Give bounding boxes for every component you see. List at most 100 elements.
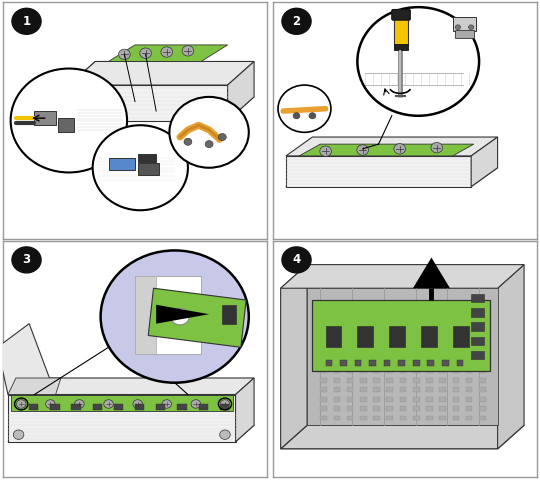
- Circle shape: [184, 138, 192, 145]
- Circle shape: [77, 109, 87, 118]
- FancyBboxPatch shape: [426, 416, 433, 420]
- Text: 4: 4: [292, 254, 301, 267]
- Polygon shape: [228, 62, 254, 120]
- Polygon shape: [471, 137, 498, 187]
- FancyBboxPatch shape: [453, 388, 459, 392]
- Circle shape: [100, 251, 249, 383]
- Circle shape: [140, 48, 151, 58]
- FancyBboxPatch shape: [413, 388, 420, 392]
- FancyBboxPatch shape: [466, 378, 472, 383]
- FancyBboxPatch shape: [334, 397, 340, 402]
- FancyBboxPatch shape: [453, 397, 459, 402]
- FancyBboxPatch shape: [347, 378, 353, 383]
- Circle shape: [455, 25, 461, 29]
- FancyBboxPatch shape: [471, 308, 484, 317]
- Polygon shape: [8, 378, 61, 394]
- Circle shape: [14, 430, 24, 440]
- FancyBboxPatch shape: [453, 378, 459, 383]
- Polygon shape: [109, 45, 228, 62]
- FancyBboxPatch shape: [413, 360, 420, 366]
- FancyBboxPatch shape: [114, 404, 123, 410]
- FancyBboxPatch shape: [466, 388, 472, 392]
- Circle shape: [11, 68, 127, 173]
- Circle shape: [220, 400, 230, 408]
- FancyBboxPatch shape: [440, 369, 446, 373]
- Circle shape: [161, 47, 173, 57]
- FancyBboxPatch shape: [400, 378, 406, 383]
- FancyBboxPatch shape: [334, 406, 340, 411]
- FancyBboxPatch shape: [471, 351, 484, 359]
- Circle shape: [309, 113, 316, 119]
- FancyBboxPatch shape: [413, 406, 420, 411]
- FancyBboxPatch shape: [334, 388, 340, 392]
- Circle shape: [394, 144, 406, 154]
- Polygon shape: [109, 158, 135, 170]
- FancyBboxPatch shape: [479, 406, 485, 411]
- FancyBboxPatch shape: [479, 416, 485, 420]
- FancyBboxPatch shape: [360, 369, 367, 373]
- Polygon shape: [8, 394, 235, 442]
- FancyBboxPatch shape: [220, 404, 229, 410]
- FancyBboxPatch shape: [355, 360, 361, 366]
- FancyBboxPatch shape: [399, 360, 405, 366]
- FancyBboxPatch shape: [466, 369, 472, 373]
- FancyBboxPatch shape: [455, 29, 474, 38]
- FancyBboxPatch shape: [426, 388, 433, 392]
- Polygon shape: [281, 265, 524, 288]
- Polygon shape: [286, 137, 498, 156]
- Polygon shape: [235, 378, 254, 442]
- Polygon shape: [69, 85, 228, 120]
- Circle shape: [182, 46, 194, 56]
- Circle shape: [218, 134, 226, 141]
- FancyBboxPatch shape: [347, 397, 353, 402]
- Polygon shape: [299, 144, 474, 156]
- FancyBboxPatch shape: [400, 388, 406, 392]
- Circle shape: [170, 97, 249, 168]
- FancyBboxPatch shape: [453, 406, 459, 411]
- Polygon shape: [135, 277, 156, 354]
- Polygon shape: [8, 425, 254, 442]
- Polygon shape: [138, 163, 159, 175]
- Polygon shape: [138, 154, 156, 162]
- FancyBboxPatch shape: [466, 406, 472, 411]
- Polygon shape: [135, 277, 201, 354]
- Circle shape: [278, 85, 331, 133]
- FancyBboxPatch shape: [50, 404, 59, 410]
- Circle shape: [320, 146, 332, 156]
- Circle shape: [357, 7, 479, 116]
- FancyBboxPatch shape: [347, 416, 353, 420]
- FancyBboxPatch shape: [394, 44, 408, 50]
- Polygon shape: [69, 62, 254, 85]
- FancyBboxPatch shape: [426, 406, 433, 411]
- FancyBboxPatch shape: [340, 360, 347, 366]
- FancyBboxPatch shape: [360, 388, 367, 392]
- FancyBboxPatch shape: [440, 416, 446, 420]
- FancyBboxPatch shape: [426, 369, 433, 373]
- FancyBboxPatch shape: [199, 404, 208, 410]
- FancyBboxPatch shape: [400, 416, 406, 420]
- Polygon shape: [286, 156, 471, 187]
- FancyBboxPatch shape: [387, 416, 393, 420]
- FancyBboxPatch shape: [421, 326, 437, 347]
- FancyBboxPatch shape: [373, 388, 380, 392]
- Circle shape: [162, 400, 172, 408]
- Polygon shape: [35, 111, 56, 125]
- FancyBboxPatch shape: [334, 416, 340, 420]
- FancyBboxPatch shape: [320, 388, 327, 392]
- Polygon shape: [148, 288, 246, 347]
- Polygon shape: [156, 305, 209, 324]
- Circle shape: [45, 400, 55, 408]
- FancyBboxPatch shape: [320, 416, 327, 420]
- FancyBboxPatch shape: [156, 404, 165, 410]
- Polygon shape: [69, 62, 96, 120]
- FancyBboxPatch shape: [326, 360, 332, 366]
- Polygon shape: [281, 265, 307, 449]
- FancyBboxPatch shape: [453, 416, 459, 420]
- FancyBboxPatch shape: [392, 10, 410, 20]
- FancyBboxPatch shape: [373, 369, 380, 373]
- FancyBboxPatch shape: [334, 369, 340, 373]
- Circle shape: [220, 430, 230, 440]
- FancyBboxPatch shape: [440, 397, 446, 402]
- FancyBboxPatch shape: [457, 360, 463, 366]
- FancyBboxPatch shape: [471, 294, 484, 302]
